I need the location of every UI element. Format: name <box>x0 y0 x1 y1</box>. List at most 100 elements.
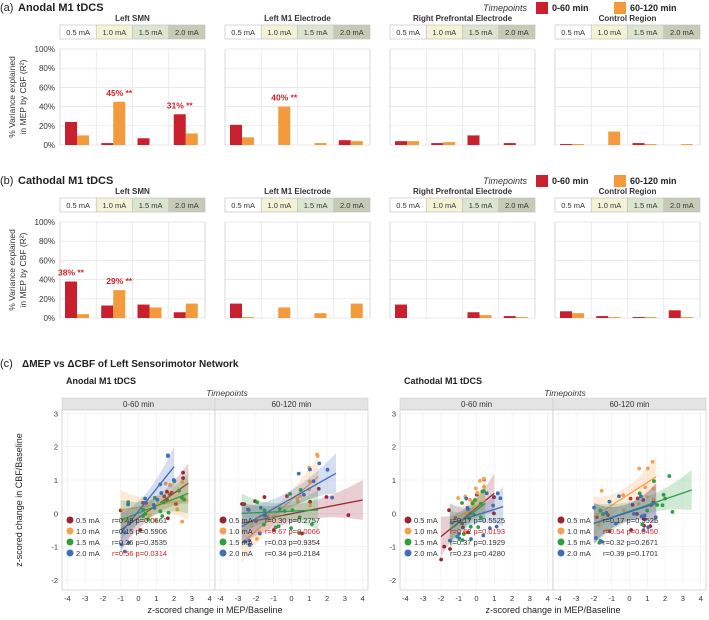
data-point <box>254 536 259 541</box>
dose-label: 0.5 mA <box>66 28 90 37</box>
bar <box>407 141 419 145</box>
data-point <box>297 515 302 520</box>
data-point <box>166 516 170 521</box>
data-point <box>262 522 266 527</box>
dose-legend-label: 0.5 mA <box>567 516 591 525</box>
data-point <box>315 452 319 457</box>
bar <box>644 317 657 318</box>
data-point <box>447 508 451 513</box>
data-point <box>298 488 303 492</box>
x-tick-label: 1 <box>492 594 496 603</box>
facet-label: 60-120 min <box>271 400 311 409</box>
dose-label: 1.5 mA <box>634 201 658 210</box>
x-tick-label: -2 <box>438 594 445 603</box>
data-point <box>478 501 483 506</box>
data-point <box>247 538 252 543</box>
data-point <box>330 495 335 500</box>
legend-dot <box>66 527 74 535</box>
data-point <box>480 489 485 494</box>
data-point <box>163 481 168 486</box>
dose-label: 1.5 mA <box>304 201 328 210</box>
legend-dot <box>219 549 227 557</box>
data-point <box>155 497 160 502</box>
data-point <box>601 512 605 517</box>
data-point <box>168 483 172 487</box>
dose-legend-label: 1.0 mA <box>567 527 591 536</box>
x-tick-label: -4 <box>402 594 409 603</box>
bar <box>350 303 363 318</box>
regression-line <box>120 466 175 534</box>
dose-legend-label: 1.0 mA <box>414 527 438 536</box>
data-point <box>635 511 639 516</box>
data-point <box>301 492 306 497</box>
bar <box>503 143 516 145</box>
bar <box>608 317 621 318</box>
data-point <box>660 503 665 508</box>
legend-title: Timepoints <box>483 176 527 186</box>
bar <box>314 143 327 145</box>
dose-label: 1.5 mA <box>469 28 493 37</box>
bar-panel-a: (a) Anodal M1 tDCS Timepoints 0-60 min 60-12… <box>0 2 701 150</box>
data-point <box>482 484 486 489</box>
dose-label: 0.5 mA <box>396 28 420 37</box>
x-axis-label: z-scored change in MEP/Baseline <box>147 605 282 615</box>
data-point <box>481 476 486 481</box>
legend-dot <box>66 516 74 524</box>
y-tick-label: 60% <box>39 83 55 92</box>
data-point <box>596 522 601 527</box>
dose-label: 1.5 mA <box>139 201 163 210</box>
x-tick-label: 3 <box>681 594 685 603</box>
panel-label: (a) <box>0 2 13 14</box>
y-tick-label: -2 <box>389 576 396 585</box>
bar <box>338 140 351 145</box>
x-tick-label: 0 <box>474 594 478 603</box>
dose-header <box>168 197 206 213</box>
data-point <box>160 514 165 518</box>
bar <box>467 135 480 145</box>
data-point <box>652 479 656 484</box>
stat-label: r=0.32 p=0.2671 <box>603 538 658 547</box>
data-point <box>468 524 473 529</box>
stat-label: r=0.54 p=0.0450 <box>603 527 658 536</box>
bar <box>101 143 114 145</box>
legend-dot <box>219 538 227 546</box>
legend-swatch-late <box>614 175 626 187</box>
data-point <box>598 508 603 513</box>
data-point <box>639 494 643 499</box>
dose-header <box>663 197 701 213</box>
x-tick-label: -3 <box>82 594 89 603</box>
stat-label: r=0.34 p=0.2184 <box>265 549 320 558</box>
data-point <box>262 508 267 513</box>
dose-label: 0.5 mA <box>231 201 255 210</box>
data-point <box>307 479 312 484</box>
data-point <box>181 476 186 481</box>
data-point <box>470 501 475 506</box>
data-point <box>297 531 302 535</box>
data-point <box>346 513 351 518</box>
facet-label: 0-60 min <box>123 400 154 409</box>
data-point <box>448 547 452 551</box>
data-point <box>296 500 300 504</box>
significance-annotation: 38% ** <box>58 268 85 278</box>
data-point <box>492 495 496 500</box>
data-point <box>655 503 660 507</box>
data-point <box>316 486 321 491</box>
dose-legend-label: 0.5 mA <box>229 516 253 525</box>
data-point <box>127 540 131 545</box>
bar <box>395 141 407 145</box>
data-point <box>165 489 169 494</box>
bar <box>77 314 89 318</box>
x-tick-label: 4 <box>361 594 365 603</box>
data-point <box>258 505 263 510</box>
facet-label: 0-60 min <box>461 400 492 409</box>
data-point <box>457 536 462 541</box>
data-point <box>607 529 612 534</box>
dose-label: 1.0 mA <box>267 28 291 37</box>
data-point <box>461 532 466 536</box>
data-point <box>152 505 157 510</box>
regression-line <box>241 472 337 528</box>
data-point <box>126 502 130 507</box>
stat-label: r=0.62 p=0.0193 <box>450 527 505 536</box>
dose-legend-label: 1.5 mA <box>76 538 100 547</box>
regression-line <box>593 476 657 518</box>
